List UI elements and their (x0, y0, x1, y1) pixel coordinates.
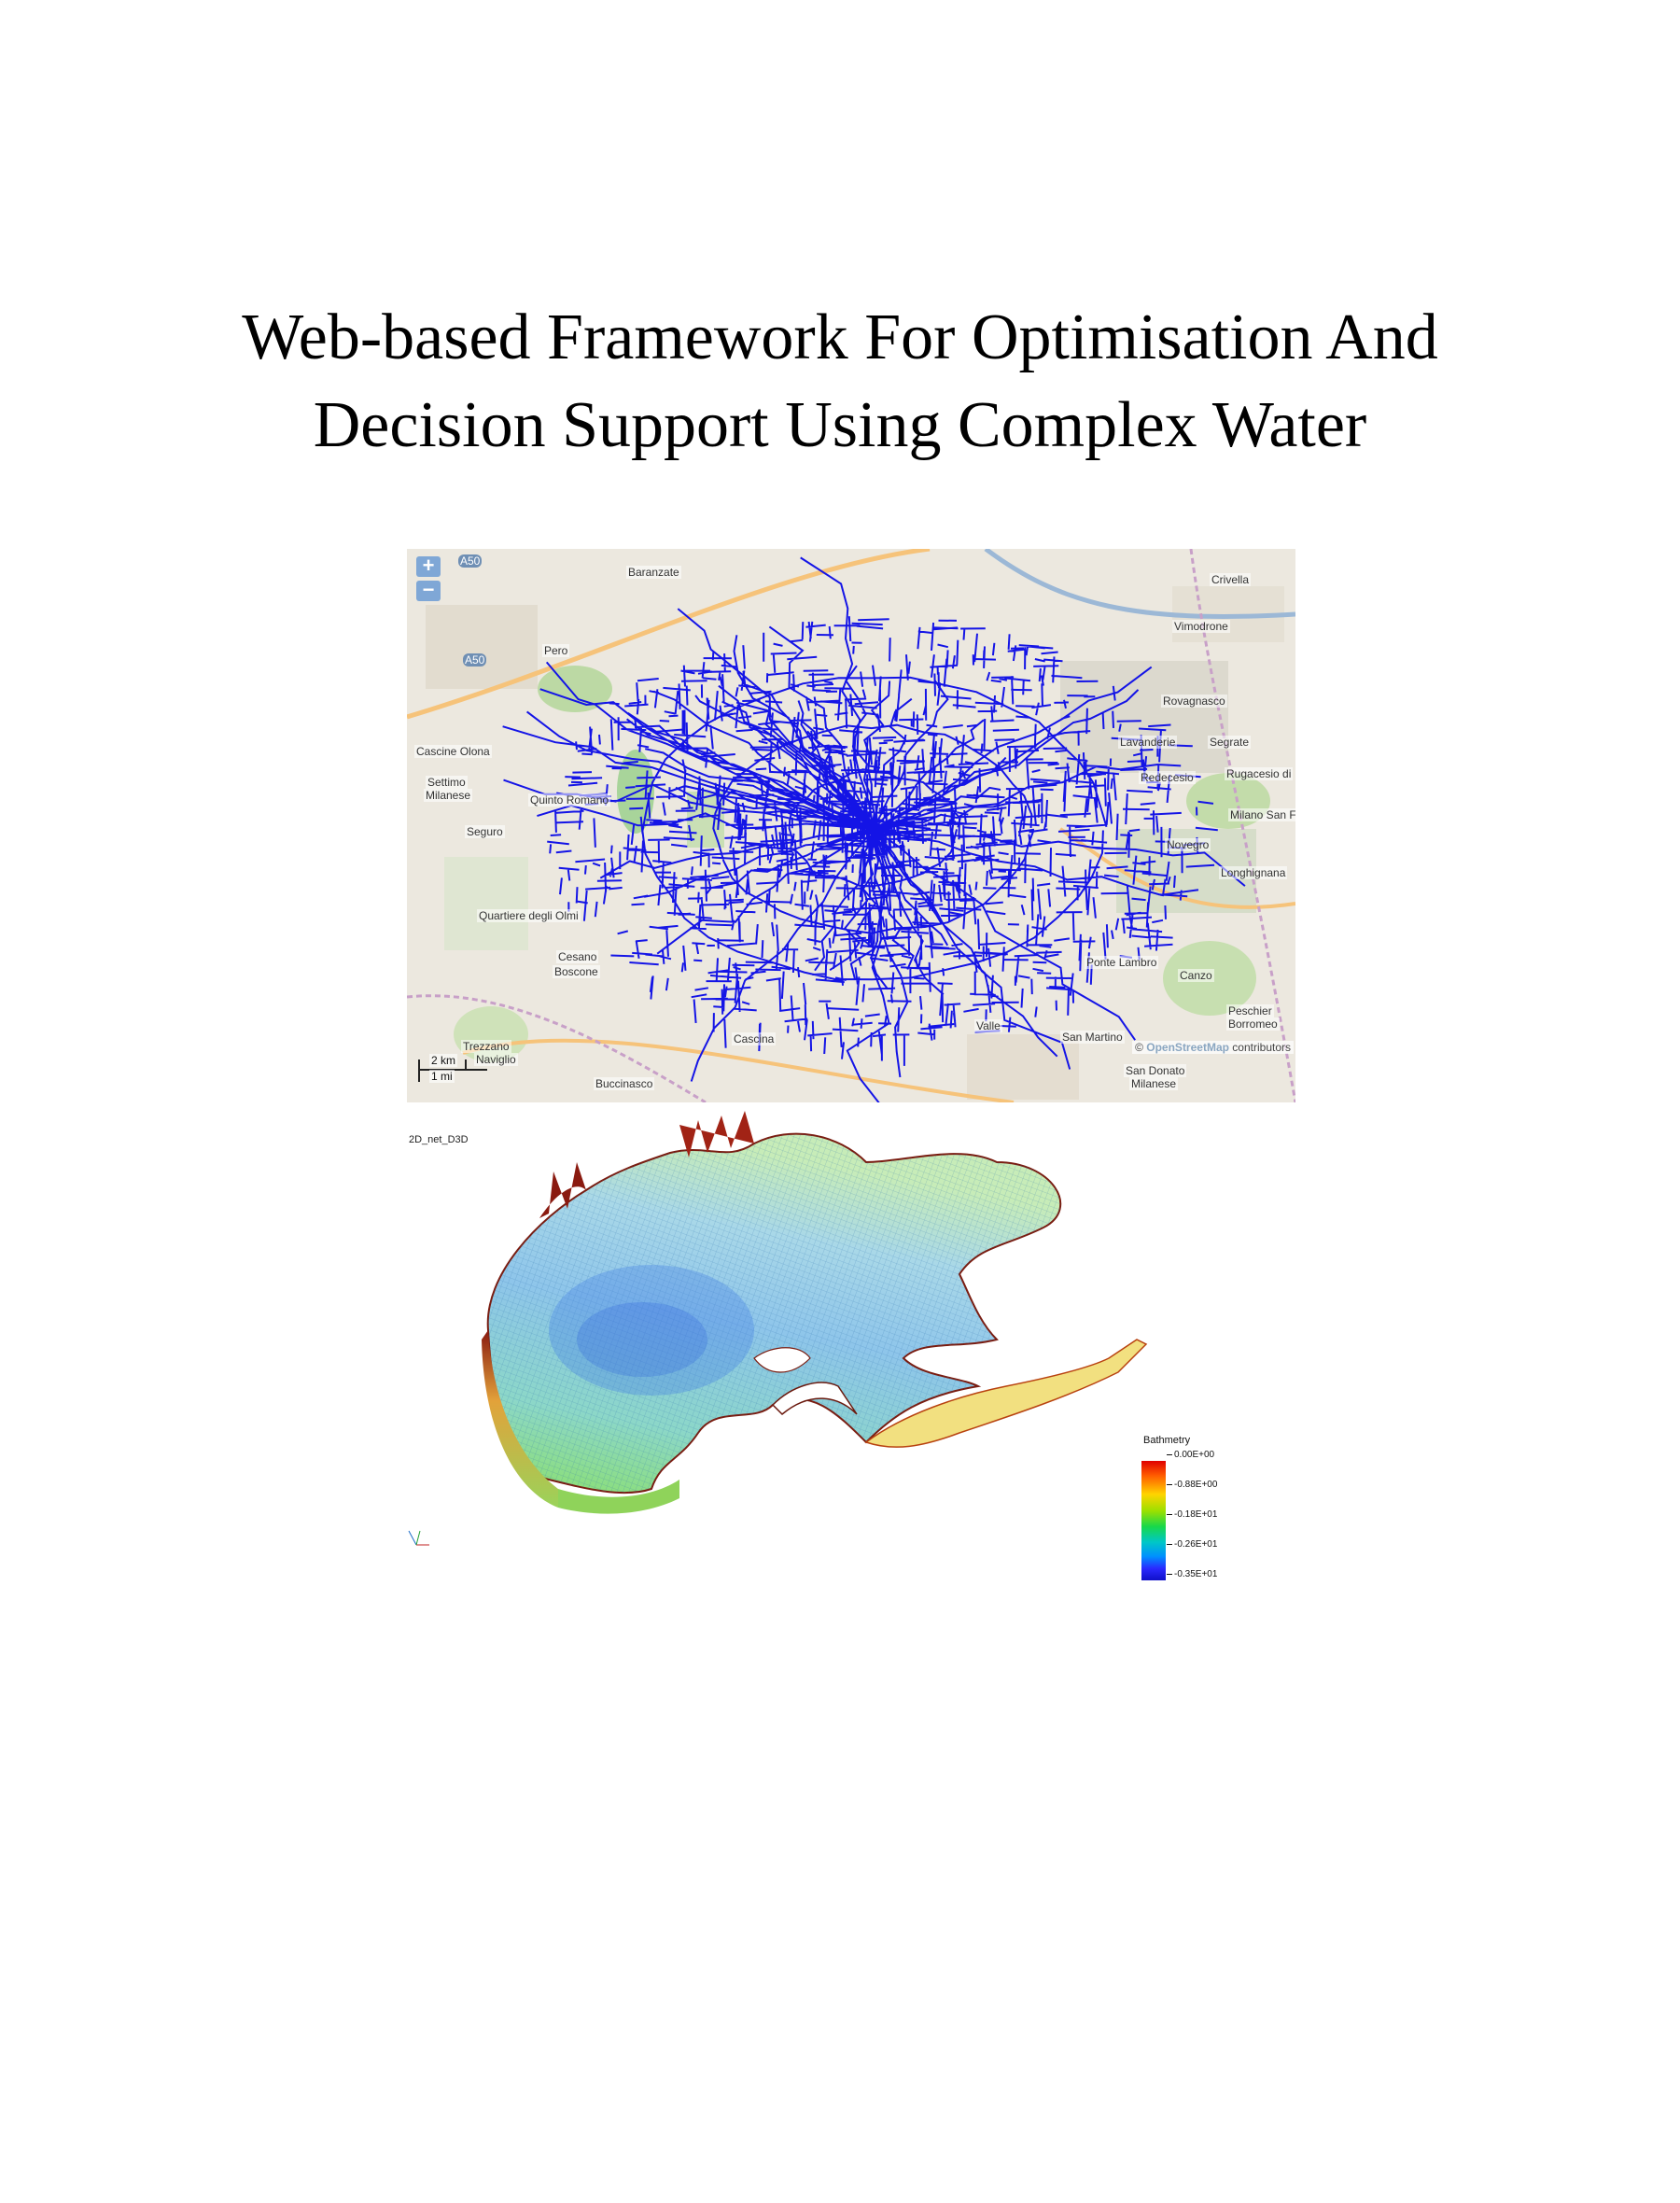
map-label-seguro: Seguro (465, 825, 505, 838)
map-label-cesano: Cesano (556, 950, 599, 963)
map-label-san-donato: San Donato (1124, 1064, 1187, 1077)
map-label-a50-mid: A50 (463, 653, 487, 667)
map-label-vimodrone: Vimodrone (1172, 620, 1230, 633)
legend-colorbar (1141, 1461, 1166, 1580)
bathymetry-3d-plot: 2D_net_D3D Bathmetry 0.00E+00 -0.88E+00 … (399, 1106, 1297, 1610)
map-label-valle: Valle (974, 1019, 1002, 1032)
document-title: Web-based Framework For Optimisation And… (0, 294, 1680, 470)
map-label-a50-top: A50 (458, 554, 483, 568)
map-canvas (407, 549, 1295, 1102)
map-label-novegro: Novegro (1165, 838, 1211, 851)
legend-tick-4: -0.35E+01 (1167, 1569, 1217, 1579)
legend-tick-3: -0.26E+01 (1167, 1539, 1217, 1550)
map-label-pero: Pero (542, 644, 570, 657)
legend-title: Bathmetry (1143, 1435, 1191, 1446)
map-label-segrate: Segrate (1208, 736, 1252, 749)
map-label-buccinasco: Buccinasco (594, 1077, 655, 1090)
copyright-symbol: © (1135, 1041, 1143, 1054)
map-scale-bar: 2 km 1 mi (414, 1054, 491, 1084)
map-label-naviglio: Naviglio (474, 1053, 518, 1066)
attribution-contributors: contributors (1232, 1041, 1291, 1054)
title-line-2: Decision Support Using Complex Water (313, 389, 1367, 461)
map-label-quartiere-olmi: Quartiere degli Olmi (477, 909, 581, 922)
map-label-cascine-olona: Cascine Olona (414, 745, 492, 758)
map-label-canzo: Canzo (1178, 969, 1214, 982)
plot-name: 2D_net_D3D (409, 1134, 469, 1145)
scale-mi-label: 1 mi (429, 1070, 455, 1083)
map-label-baranzate: Baranzate (626, 566, 681, 579)
map-label-san-martino: San Martino (1060, 1031, 1125, 1044)
milan-network-map[interactable]: + − Baranzate Pero A50 A50 Cascine Olona… (407, 549, 1295, 1102)
map-label-quinto-romano: Quinto Romano (528, 793, 611, 807)
map-label-crivella: Crivella (1210, 573, 1252, 586)
osm-link[interactable]: OpenStreetMap (1146, 1041, 1229, 1054)
title-line-1: Web-based Framework For Optimisation And (242, 302, 1438, 373)
map-label-rugacesio: Rugacesio di (1225, 767, 1294, 780)
map-label-milano-san-f: Milano San F (1228, 808, 1295, 821)
zoom-out-button[interactable]: − (416, 580, 441, 601)
map-label-settimo: Settimo (426, 776, 468, 789)
map-label-peschiera: Peschier (1226, 1004, 1274, 1017)
zoom-in-button[interactable]: + (416, 555, 441, 577)
legend-tick-1: -0.88E+00 (1167, 1480, 1217, 1490)
map-label-lavanderie: Lavanderie (1118, 736, 1178, 749)
map-label-ponte-lambro: Ponte Lambro (1085, 956, 1159, 969)
map-label-longhignana: Longhignana (1219, 866, 1288, 879)
map-label-trezzano: Trezzano (461, 1040, 511, 1053)
map-label-san-donato-milanese: Milanese (1129, 1077, 1179, 1090)
map-label-borromeo: Borromeo (1226, 1017, 1280, 1031)
bathymetry-canvas (408, 1111, 1148, 1546)
map-label-cascina: Cascina (732, 1032, 777, 1045)
map-label-rovagnasco: Rovagnasco (1161, 695, 1227, 708)
map-attribution[interactable]: © OpenStreetMap contributors (1132, 1041, 1294, 1054)
map-label-redecesio: Redecesio (1139, 771, 1196, 784)
scale-km-label: 2 km (429, 1054, 458, 1067)
map-label-milanese: Milanese (424, 789, 473, 802)
legend-tick-2: -0.18E+01 (1167, 1509, 1217, 1520)
map-label-boscone: Boscone (553, 965, 600, 978)
legend-tick-0: 0.00E+00 (1167, 1450, 1214, 1460)
